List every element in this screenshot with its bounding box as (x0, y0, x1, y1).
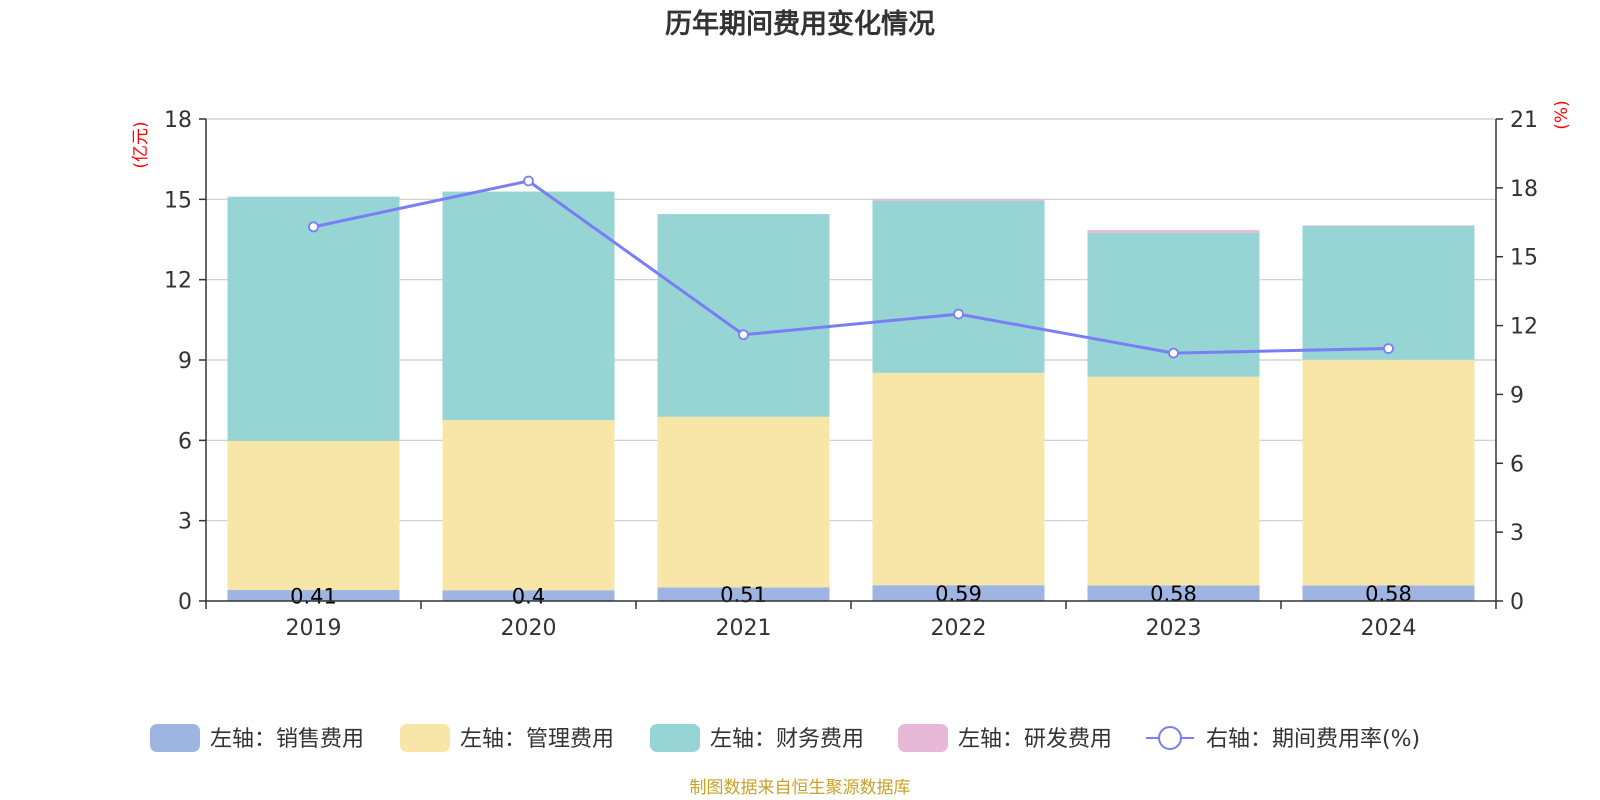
bar-3-2024 (1302, 225, 1475, 360)
left-tick-label-6: 6 (178, 429, 192, 454)
bar-1-2024 (1302, 585, 1475, 601)
bar-2-2022 (872, 372, 1045, 586)
bar-2-2023 (1087, 376, 1260, 586)
bar-value-label-2022: 0.59 (935, 582, 982, 606)
right-tick-label-18: 18 (1510, 177, 1538, 202)
bar-3-2021 (657, 214, 830, 417)
left-axis-unit: (亿元) (131, 121, 151, 168)
bar-value-label-2019: 0.41 (290, 585, 337, 609)
legend-swatch-2 (400, 724, 450, 752)
axes: 0 3 6 9 12 15 18 0 3 6 9 12 15 18 21 2019 2020 2021 2022 20… (164, 108, 1538, 641)
bar-4-2024 (1302, 225, 1475, 226)
x-tick-label-2023: 2023 (1146, 616, 1202, 641)
legend-label-2: 左轴：管理费用 (460, 727, 614, 752)
x-tick-label-2020: 2020 (501, 616, 557, 641)
bar-4-2023 (1087, 230, 1260, 233)
bar-2-2020 (442, 419, 615, 591)
right-tick-label-6: 6 (1510, 452, 1524, 477)
rate-point-2021 (738, 329, 749, 341)
bar-1-2023 (1087, 585, 1260, 601)
bar-1-2019 (227, 590, 400, 601)
legend-label-3: 左轴：财务费用 (710, 727, 864, 752)
legend-label-1: 左轴：销售费用 (210, 727, 364, 752)
bar-2-2024 (1302, 359, 1475, 586)
chart-title: 历年期间费用变化情况 (665, 8, 935, 40)
rate-line-path (313, 179, 1389, 355)
rate-point-2022 (953, 308, 964, 320)
legend-marker-swatch (1158, 726, 1182, 750)
rate-point-2023 (1168, 347, 1179, 359)
right-tick-label-3: 3 (1510, 521, 1524, 546)
bar-3-2022 (872, 200, 1045, 373)
bar-value-label-2023: 0.58 (1150, 582, 1197, 606)
legend-swatch-4 (898, 724, 948, 752)
right-axis-unit: (%) (1552, 100, 1572, 129)
legend-swatch-3 (650, 724, 700, 752)
rate-line (308, 175, 1394, 359)
left-tick-label-12: 12 (164, 269, 192, 294)
x-tick-label-2024: 2024 (1361, 616, 1417, 641)
left-tick-label-15: 15 (164, 188, 192, 213)
x-tick-label-2021: 2021 (716, 616, 772, 641)
bar-4-2022 (872, 199, 1045, 201)
bar-2-2021 (657, 416, 830, 588)
right-tick-label-0: 0 (1510, 590, 1524, 615)
source-note: 制图数据来自恒生聚源数据库 (690, 778, 911, 798)
bars: 0.41 0.4 0.51 0.59 0.58 0.58 (227, 191, 1475, 609)
right-tick-label-12: 12 (1510, 315, 1538, 340)
bar-3-2020 (442, 191, 615, 420)
bar-value-label-2020: 0.4 (512, 585, 545, 609)
bar-value-label-2021: 0.51 (720, 583, 767, 607)
legend-label-4: 左轴：研发费用 (958, 727, 1112, 752)
left-tick-label-18: 18 (164, 108, 192, 133)
x-tick-label-2022: 2022 (931, 616, 987, 641)
legend-label-5: 右轴：期间费用率(%) (1206, 727, 1420, 752)
rate-point-2019 (308, 221, 319, 233)
rate-point-2020 (523, 175, 534, 187)
bar-1-2021 (657, 587, 830, 601)
right-tick-label-9: 9 (1510, 383, 1524, 408)
bar-value-label-2024: 0.58 (1365, 582, 1412, 606)
bar-1-2022 (872, 585, 1045, 601)
x-tick-label-2019: 2019 (286, 616, 342, 641)
bar-1-2020 (442, 590, 615, 601)
right-tick-label-15: 15 (1510, 246, 1538, 271)
gridlines (206, 118, 1496, 522)
right-tick-label-21: 21 (1510, 108, 1538, 133)
left-tick-label-3: 3 (178, 510, 192, 535)
left-tick-label-0: 0 (178, 590, 192, 615)
legend-swatch-1 (150, 724, 200, 752)
rate-point-2024 (1383, 343, 1394, 354)
bar-3-2019 (227, 196, 400, 441)
legend: 左轴：销售费用 左轴：管理费用 左轴：财务费用 左轴：研发费用 右轴：期间费用率(%) (150, 724, 1420, 752)
bar-2-2019 (227, 440, 400, 591)
left-tick-label-9: 9 (178, 349, 192, 374)
